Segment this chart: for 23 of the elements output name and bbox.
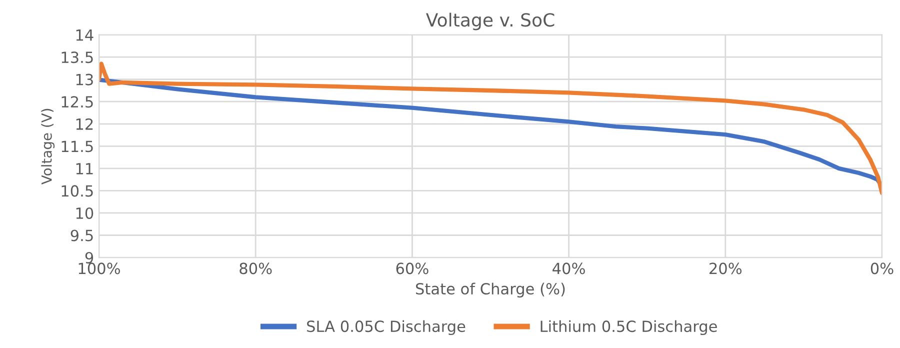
line-series: [99, 62, 882, 196]
x-tick-label: 20%: [710, 262, 742, 274]
x-tick-label: 100%: [78, 262, 120, 274]
y-axis-title: Voltage (V): [41, 108, 55, 184]
y-tick-label: 10.5: [62, 185, 93, 197]
x-tick-label: 60%: [396, 262, 428, 274]
legend-label: Lithium 0.5C Discharge: [540, 320, 717, 336]
y-tick-label: 12.5: [62, 96, 93, 108]
y-tick-label: 12: [76, 118, 93, 130]
y-tick-label: 11.5: [62, 140, 93, 152]
y-tick-label: 13.5: [62, 52, 93, 64]
legend-label: SLA 0.05C Discharge: [307, 320, 466, 336]
x-tick-label: 80%: [240, 262, 272, 274]
x-tick-label: 40%: [552, 262, 585, 274]
chart-title: Voltage v. SoC: [426, 12, 554, 30]
x-tick-label: 0%: [870, 262, 894, 274]
y-tick-label: 14: [76, 29, 94, 41]
y-tick-label: 11: [76, 163, 93, 174]
x-axis-title: State of Charge (%): [416, 282, 565, 298]
y-tick-label: 13: [76, 74, 93, 86]
y-tick-label: 9: [85, 252, 94, 264]
y-tick-label: 9.5: [70, 230, 93, 242]
y-tick-label: 10: [76, 207, 94, 219]
